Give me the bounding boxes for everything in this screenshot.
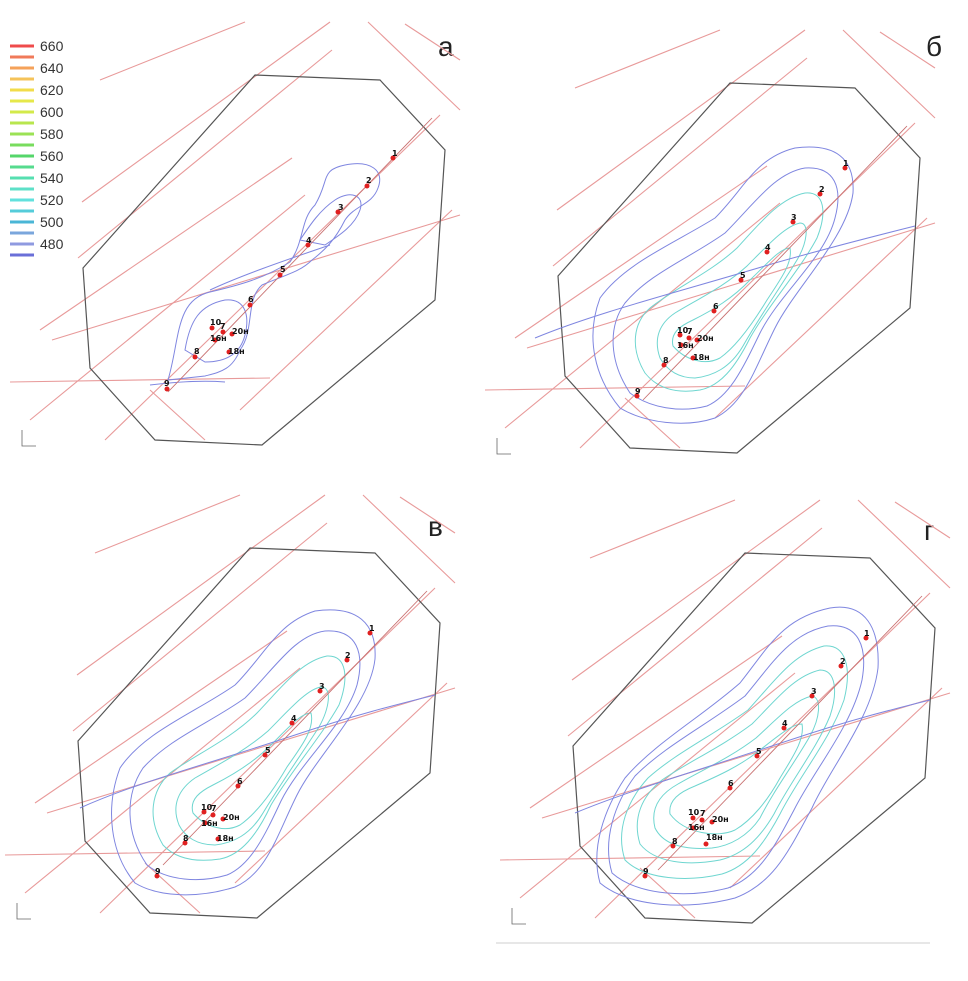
svg-text:3: 3 xyxy=(811,687,817,696)
svg-text:3: 3 xyxy=(791,213,797,222)
panel-a: 1 2 3 4 5 6 8 9 10 7 16н 20н 18н xyxy=(9,21,461,447)
svg-text:10: 10 xyxy=(210,318,222,327)
svg-text:5: 5 xyxy=(740,271,746,280)
svg-text:6: 6 xyxy=(248,295,254,304)
legend-item: 480 xyxy=(10,236,64,252)
svg-text:3: 3 xyxy=(338,203,344,212)
svg-text:16н: 16н xyxy=(210,334,227,343)
legend-label: 660 xyxy=(40,38,64,54)
svg-text:16н: 16н xyxy=(677,341,694,350)
legend-label: 620 xyxy=(40,82,64,98)
svg-text:8: 8 xyxy=(183,834,189,843)
svg-text:7: 7 xyxy=(220,322,226,331)
panel-label-b: б xyxy=(926,31,942,62)
panel-b: 1 2 3 4 5 6 8 9 10 7 16н 20н 18н xyxy=(484,29,936,455)
svg-text:9: 9 xyxy=(635,387,641,396)
svg-text:7: 7 xyxy=(687,327,693,336)
svg-text:1: 1 xyxy=(843,159,849,168)
legend-item: 580 xyxy=(10,126,64,142)
svg-text:5: 5 xyxy=(280,265,286,274)
legend-label: 640 xyxy=(40,60,64,76)
svg-text:9: 9 xyxy=(155,867,161,876)
svg-text:10: 10 xyxy=(201,803,213,812)
svg-text:2: 2 xyxy=(345,651,351,660)
svg-text:16н: 16н xyxy=(688,823,705,832)
svg-text:2: 2 xyxy=(366,176,372,185)
panel-label-g: г xyxy=(924,515,934,546)
wells-v: 1 2 3 4 5 6 8 9 10 7 16н 20н 18н xyxy=(154,624,375,879)
svg-text:4: 4 xyxy=(291,714,297,723)
svg-text:8: 8 xyxy=(672,837,678,846)
panel-label-v: в xyxy=(428,511,443,542)
svg-text:7: 7 xyxy=(211,804,217,813)
legend: 660 640 620 600 580 560 540 520 500 480 xyxy=(10,38,64,257)
svg-text:2: 2 xyxy=(840,657,846,666)
svg-text:5: 5 xyxy=(756,747,762,756)
legend-item: 560 xyxy=(10,148,64,164)
svg-text:6: 6 xyxy=(728,779,734,788)
legend-label: 580 xyxy=(40,126,64,142)
svg-text:1: 1 xyxy=(369,624,375,633)
isolines-b xyxy=(534,146,916,424)
legend-item: 540 xyxy=(10,170,64,186)
legend-item: 600 xyxy=(10,104,64,120)
svg-text:10: 10 xyxy=(677,326,689,335)
wells-b: 1 2 3 4 5 6 8 9 10 7 16н 20н 18н xyxy=(634,159,849,399)
isolines-g xyxy=(574,606,931,906)
svg-text:18н: 18н xyxy=(217,834,234,843)
legend-item: 620 xyxy=(10,82,64,98)
svg-text:10: 10 xyxy=(688,808,700,817)
panel-label-a: а xyxy=(438,31,454,62)
legend-label: 500 xyxy=(40,214,64,230)
svg-text:4: 4 xyxy=(782,719,788,728)
svg-text:16н: 16н xyxy=(201,819,218,828)
legend-item: 640 xyxy=(10,60,64,76)
wells-a: 1 2 3 4 5 6 8 9 10 7 16н 20н 18н xyxy=(164,149,398,392)
svg-text:18н: 18н xyxy=(693,353,710,362)
legend-item: 660 xyxy=(10,38,64,54)
svg-text:3: 3 xyxy=(319,682,325,691)
svg-text:1: 1 xyxy=(392,149,398,158)
legend-label: 600 xyxy=(40,104,64,120)
svg-text:18н: 18н xyxy=(706,833,723,842)
svg-text:4: 4 xyxy=(306,236,312,245)
svg-text:18н: 18н xyxy=(228,347,245,356)
isolines-v xyxy=(79,609,436,896)
legend-item: 500 xyxy=(10,214,64,230)
svg-text:20н: 20н xyxy=(712,815,729,824)
svg-text:4: 4 xyxy=(765,243,771,252)
legend-label: 540 xyxy=(40,170,64,186)
svg-text:8: 8 xyxy=(194,347,200,356)
panel-v: 1 2 3 4 5 6 8 9 10 7 16н 20н 18н xyxy=(4,494,456,920)
svg-text:7: 7 xyxy=(700,809,706,818)
isolines-a xyxy=(149,163,381,386)
svg-text:6: 6 xyxy=(713,302,719,311)
legend-label: 520 xyxy=(40,192,64,208)
svg-text:20н: 20н xyxy=(232,327,249,336)
svg-text:20н: 20н xyxy=(223,813,240,822)
svg-text:1: 1 xyxy=(864,629,870,638)
svg-text:8: 8 xyxy=(663,356,669,365)
legend-label: 480 xyxy=(40,236,64,252)
svg-text:20н: 20н xyxy=(697,334,714,343)
svg-text:5: 5 xyxy=(265,746,271,755)
wells-g: 1 2 3 4 5 6 8 9 10 7 16н 20н 18н xyxy=(642,629,870,879)
svg-text:2: 2 xyxy=(819,185,825,194)
panel-g: 1 2 3 4 5 6 8 9 10 7 16н 20н 18н xyxy=(499,499,951,925)
legend-item: 520 xyxy=(10,192,64,208)
svg-text:9: 9 xyxy=(643,867,649,876)
svg-text:9: 9 xyxy=(164,379,170,388)
legend-label: 560 xyxy=(40,148,64,164)
svg-text:6: 6 xyxy=(237,777,243,786)
